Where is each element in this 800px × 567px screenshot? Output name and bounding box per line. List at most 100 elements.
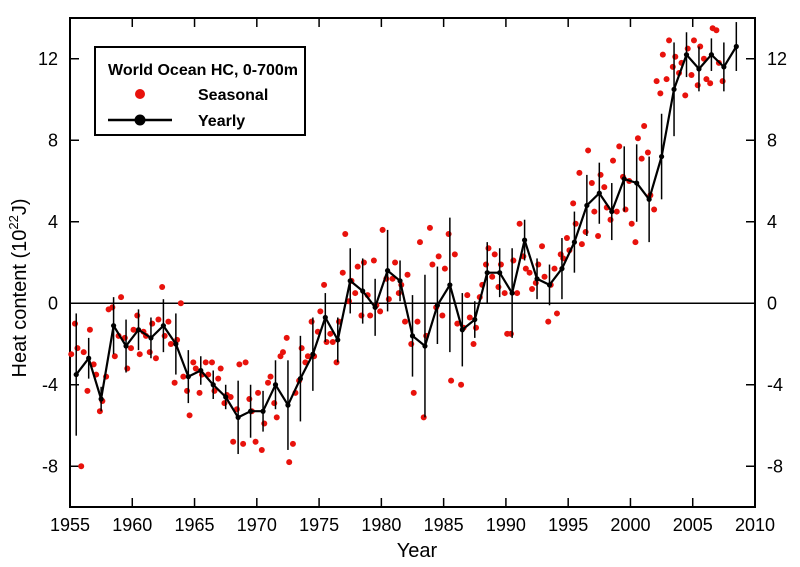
yearly-point	[683, 52, 690, 58]
y-axis-label: Heat content (1022J)	[6, 198, 31, 377]
seasonal-point	[152, 355, 159, 362]
seasonal-point	[78, 463, 85, 470]
x-tick-label: 1965	[175, 515, 215, 535]
seasonal-point	[84, 387, 91, 394]
x-tick-label: 1985	[424, 515, 464, 535]
yearly-point	[135, 327, 142, 333]
yearly-point	[297, 376, 304, 382]
seasonal-point	[585, 147, 592, 154]
plot-frame	[69, 17, 756, 508]
seasonal-point	[186, 412, 193, 419]
yearly-point	[447, 282, 453, 288]
seasonal-point	[217, 365, 224, 372]
yearly-point	[521, 237, 528, 243]
seasonal-point	[451, 251, 458, 258]
x-tick-label: 1975	[299, 515, 339, 535]
yearly-point	[384, 268, 391, 274]
seasonal-point	[545, 318, 552, 325]
seasonal-point	[694, 82, 701, 89]
seasonal-point	[149, 320, 156, 327]
seasonal-point	[71, 320, 78, 327]
x-tick-label: 1980	[361, 515, 401, 535]
seasonal-point	[159, 283, 166, 290]
yearly-point	[235, 414, 241, 420]
seasonal-point	[392, 259, 399, 266]
seasonal-point	[466, 314, 473, 321]
y-tick-label-right: 0	[767, 293, 777, 313]
seasonal-point	[607, 216, 614, 223]
yearly-point	[434, 302, 441, 308]
seasonal-point	[578, 241, 585, 248]
seasonal-point	[289, 440, 296, 447]
y-tick-label-right: 12	[767, 49, 787, 69]
seasonal-point	[283, 334, 290, 341]
seasonal-point	[657, 90, 664, 97]
seasonal-point	[395, 290, 402, 297]
yearly-point	[73, 371, 79, 378]
yearly-point	[272, 382, 279, 388]
seasonal-point	[155, 316, 162, 323]
seasonal-point	[161, 332, 168, 339]
seasonal-point	[688, 72, 695, 79]
seasonal-point	[641, 122, 648, 129]
seasonal-point	[258, 446, 265, 453]
seasonal-point	[323, 338, 330, 345]
seasonal-point	[404, 271, 411, 278]
yearly-point	[198, 367, 204, 374]
seasonal-point	[68, 351, 75, 358]
seasonal-point	[134, 312, 141, 319]
seasonal-point	[441, 265, 448, 272]
y-tick-label-right: -4	[767, 375, 783, 395]
seasonal-point	[613, 208, 620, 215]
seasonal-point	[582, 228, 589, 235]
seasonal-point	[130, 326, 137, 333]
seasonal-point	[514, 290, 521, 297]
yearly-point	[310, 351, 316, 357]
seasonal-point	[507, 330, 514, 337]
seasonal-point	[192, 365, 199, 372]
seasonal-point	[439, 312, 446, 319]
seasonal-point	[535, 261, 542, 268]
seasonal-point	[510, 257, 517, 264]
seasonal-point	[171, 379, 178, 386]
seasonal-point	[482, 261, 489, 268]
yearly-point	[210, 382, 216, 388]
seasonal-point	[501, 290, 508, 297]
seasonal-point	[90, 361, 97, 368]
seasonal-point	[672, 53, 679, 60]
yearly-point	[397, 278, 403, 284]
yearly-point	[459, 327, 465, 333]
y-tick-label-right: 8	[767, 130, 777, 150]
seasonal-point	[651, 206, 658, 213]
yearly-point	[123, 343, 129, 349]
seasonal-point	[420, 414, 427, 421]
yearly-point	[173, 341, 179, 347]
seasonal-point	[74, 345, 81, 352]
seasonal-point	[111, 353, 118, 360]
seasonal-point	[541, 273, 548, 280]
seasonal-point	[597, 171, 604, 178]
seasonal-point	[267, 373, 274, 380]
seasonal-point	[563, 235, 570, 242]
seasonal-point	[128, 345, 135, 352]
seasonal-point	[279, 349, 286, 356]
x-axis-label: Year	[397, 540, 438, 562]
seasonal-point	[215, 375, 222, 382]
yearly-point	[546, 282, 553, 288]
seasonal-point	[342, 230, 349, 237]
seasonal-point	[601, 184, 608, 191]
x-tick-label: 2005	[673, 515, 713, 535]
seasonal-point	[638, 155, 645, 162]
legend-yearly-label: Yearly	[198, 113, 245, 130]
seasonal-point	[80, 349, 87, 356]
x-tick-label: 1990	[486, 515, 526, 535]
seasonal-point	[208, 359, 215, 366]
seasonal-point	[308, 318, 315, 325]
seasonal-point	[354, 263, 361, 270]
yearly-point	[98, 396, 104, 402]
seasonal-point	[489, 273, 496, 280]
seasonal-point	[516, 220, 523, 227]
seasonal-point	[136, 351, 143, 358]
seasonal-point	[273, 414, 280, 421]
yearly-point	[484, 270, 490, 276]
